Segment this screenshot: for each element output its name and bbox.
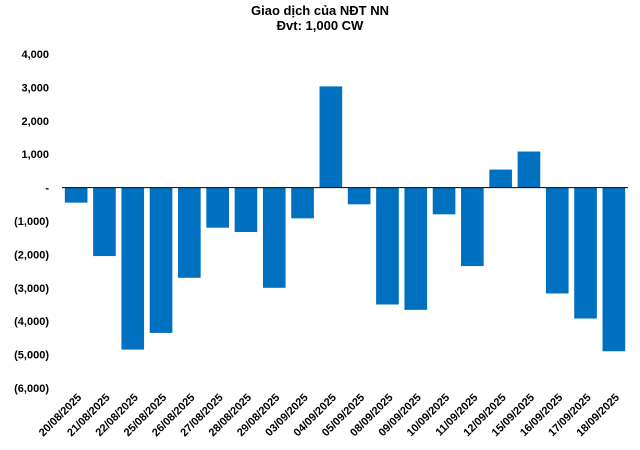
bar [319, 86, 343, 188]
y-tick-label: 4,000 [21, 49, 49, 61]
bar [206, 187, 229, 228]
bar [121, 187, 145, 350]
y-tick-label: (5,000) [14, 350, 49, 362]
chart-subtitle: Đvt: 1,000 CW [276, 18, 364, 33]
bar [178, 187, 201, 278]
bar [347, 187, 371, 205]
bar [545, 187, 569, 294]
y-tick-label: - [45, 183, 49, 195]
x-axis: 20/08/202521/08/202522/08/202525/08/2025… [37, 392, 622, 439]
bar [93, 187, 116, 257]
y-tick-label: (6,000) [14, 383, 49, 395]
y-tick-label: (2,000) [14, 249, 49, 261]
y-tick-label: 1,000 [21, 149, 49, 161]
bar [489, 169, 512, 188]
y-tick-label: (3,000) [14, 283, 49, 295]
bar [149, 187, 173, 333]
y-axis: 4,000 3,000 2,000 1,000 - (1,000) (2,000) (3,00… [14, 49, 49, 395]
bar [602, 187, 626, 352]
bar-series [64, 86, 626, 352]
bar [517, 151, 541, 188]
bar [64, 187, 88, 203]
y-tick-label: (4,000) [14, 316, 49, 328]
bar [234, 187, 258, 233]
y-tick-label: 2,000 [21, 116, 49, 128]
bar [262, 187, 286, 288]
bar [432, 187, 456, 215]
bar [574, 187, 597, 319]
bar [291, 187, 314, 219]
bar [461, 187, 484, 267]
chart-title: Giao dịch của NĐT NN [251, 3, 389, 18]
y-tick-label: (1,000) [14, 216, 49, 228]
bar [376, 187, 399, 305]
bar [404, 187, 428, 310]
y-tick-label: 3,000 [21, 82, 49, 94]
